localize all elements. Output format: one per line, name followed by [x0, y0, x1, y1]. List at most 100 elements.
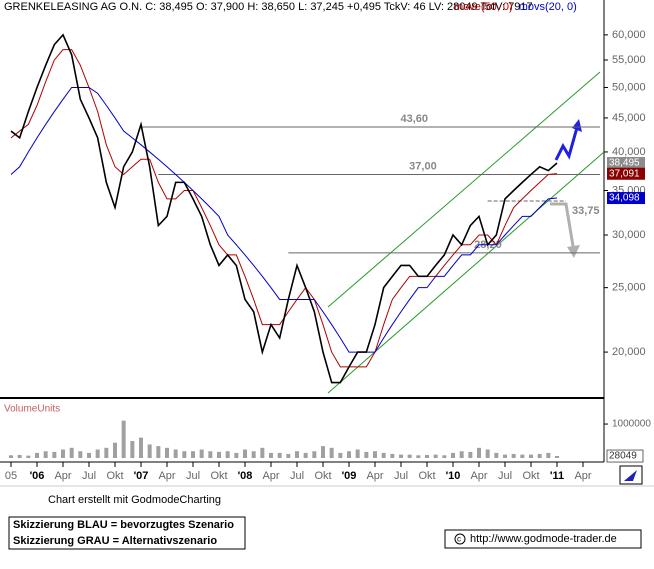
y-tick-label: 45,000	[612, 112, 646, 124]
volume-bar	[35, 452, 39, 458]
volume-bar	[139, 437, 143, 458]
volume-bar	[130, 441, 135, 458]
volume-bar	[355, 449, 360, 458]
volume-bar	[477, 447, 481, 458]
volume-bar	[416, 455, 421, 458]
volume-bar	[121, 420, 126, 458]
price-tag	[607, 167, 645, 180]
volume-bar	[338, 452, 343, 458]
price-tag	[607, 192, 645, 205]
volume-bar	[269, 452, 273, 458]
volume-bar	[217, 451, 221, 458]
volume-bar	[87, 452, 91, 458]
volume-bar	[208, 451, 213, 458]
x-tick-label: Okt	[314, 470, 331, 482]
volume-bar	[61, 449, 65, 458]
x-tick-label: '11	[550, 470, 564, 482]
y-tick-label: 55,000	[612, 54, 646, 66]
volume-bar	[347, 451, 351, 458]
level-label: 33,75	[572, 205, 600, 217]
volume-bar	[329, 447, 334, 458]
volume-bar	[312, 451, 317, 458]
volume-bar	[390, 453, 395, 458]
volume-bar	[451, 452, 455, 458]
volume-tick-label: 1000000	[612, 419, 651, 430]
volume-bar	[113, 442, 117, 458]
price-tag	[607, 157, 645, 170]
volume-bar	[537, 453, 542, 458]
x-tick-label: 05	[5, 470, 17, 482]
volume-tag-label: 28049	[609, 451, 637, 462]
volume-bar	[9, 455, 13, 458]
volume-bar	[182, 451, 187, 458]
x-tick-label: Jul	[498, 470, 512, 482]
price-tag-label: 34,098	[609, 193, 640, 204]
price-line	[10, 33, 558, 384]
volume-bar	[511, 453, 516, 458]
volume-bar	[485, 449, 490, 458]
volume-bar	[303, 452, 308, 458]
volume-bar	[373, 451, 377, 458]
volume-bar	[295, 451, 299, 458]
volume-bar	[78, 451, 83, 458]
x-tick-label: Jul	[290, 470, 304, 482]
x-tick-label: Okt	[210, 470, 227, 482]
level-label: 37,00	[409, 160, 437, 172]
volume-bar	[433, 454, 438, 458]
x-tick-label: Apr	[262, 470, 279, 482]
x-tick-label: '06	[30, 470, 45, 482]
volume-bar	[199, 449, 204, 458]
x-tick-label: Okt	[418, 470, 435, 482]
volume-bar	[17, 454, 22, 458]
volume-bar	[191, 451, 195, 458]
price-tag-label: 37,091	[609, 168, 640, 179]
x-tick-label: '09	[342, 470, 357, 482]
copyright-icon	[454, 533, 466, 545]
volume-bar	[95, 449, 100, 458]
x-tick-label: '08	[238, 470, 253, 482]
volume-bar	[234, 452, 239, 458]
scenario-grey	[550, 202, 576, 253]
ma-line	[10, 87, 558, 353]
volume-bar	[442, 455, 447, 458]
x-tick-label: '07	[134, 470, 149, 482]
header: GRENKELEASING AG O.N. C: 38,495 O: 37,90…	[4, 1, 533, 13]
notes-box	[8, 516, 246, 550]
legend-entry: movs(20, 0)	[519, 1, 577, 13]
volume-bar	[26, 455, 31, 458]
level-label: 43,60	[401, 113, 429, 125]
x-tick-label: Apr	[574, 470, 591, 482]
x-tick-label: Apr	[158, 470, 175, 482]
volume-bar	[468, 451, 473, 458]
volume-bar	[546, 452, 551, 458]
volume-bar	[43, 451, 48, 458]
volume-label: VolumeUnits	[4, 404, 60, 415]
credit: Chart erstellt mit GodmodeCharting	[48, 494, 221, 506]
scenario-grey-head	[567, 245, 580, 258]
volume-bar	[173, 449, 178, 458]
volume-bar	[364, 451, 369, 458]
volume-bar	[286, 453, 291, 458]
corner-icon-box	[619, 465, 643, 485]
price-tag-label: 38,495	[609, 158, 640, 169]
channel-upper	[327, 71, 601, 308]
volume-bar	[503, 454, 507, 458]
x-tick-label: Okt	[522, 470, 539, 482]
y-tick-label: 60,000	[612, 29, 646, 41]
volume-bar	[260, 447, 265, 458]
x-tick-label: Apr	[470, 470, 487, 482]
y-tick-label: 40,000	[612, 146, 646, 158]
x-tick-label: Jul	[394, 470, 408, 482]
volume-bar	[251, 451, 256, 458]
volume-bar	[321, 446, 325, 458]
x-tick-label: Apr	[366, 470, 383, 482]
scenario-blue	[554, 123, 580, 161]
x-tick-label: '10	[446, 470, 461, 482]
volume-bar	[555, 455, 559, 458]
volume-bar	[459, 451, 464, 458]
x-tick-label: Apr	[54, 470, 71, 482]
corner-icon	[624, 470, 637, 481]
volume-bar	[243, 449, 247, 458]
volume-bar	[529, 454, 533, 458]
